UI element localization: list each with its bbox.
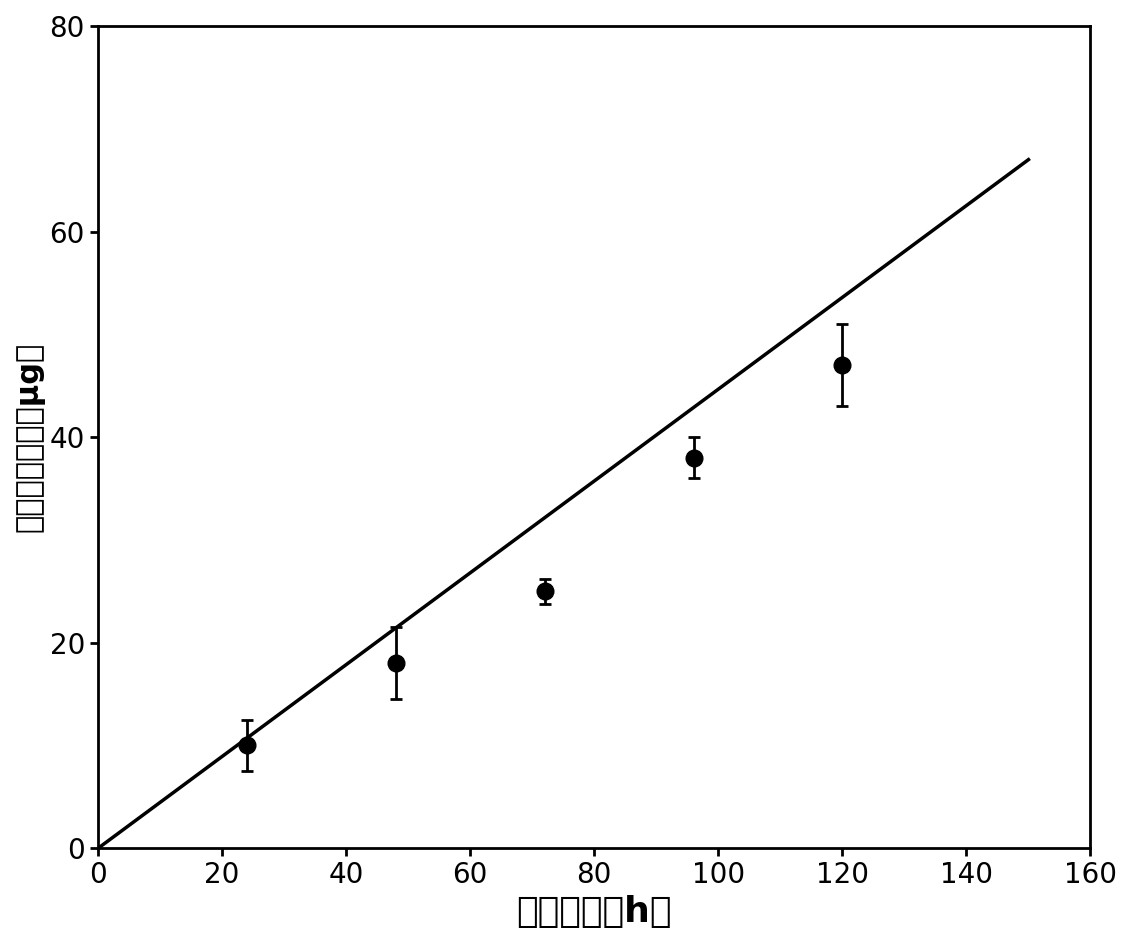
X-axis label: 放置时间（h）: 放置时间（h） — [516, 895, 672, 929]
Y-axis label: 氟离子积累量（μg）: 氟离子积累量（μg） — [15, 342, 44, 532]
